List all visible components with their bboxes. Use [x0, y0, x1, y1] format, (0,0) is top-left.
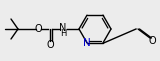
Text: O: O: [148, 36, 156, 46]
Text: H: H: [60, 30, 66, 38]
Text: N: N: [83, 38, 91, 48]
Text: N: N: [59, 23, 67, 33]
Text: O: O: [34, 24, 42, 34]
Text: O: O: [46, 40, 54, 50]
